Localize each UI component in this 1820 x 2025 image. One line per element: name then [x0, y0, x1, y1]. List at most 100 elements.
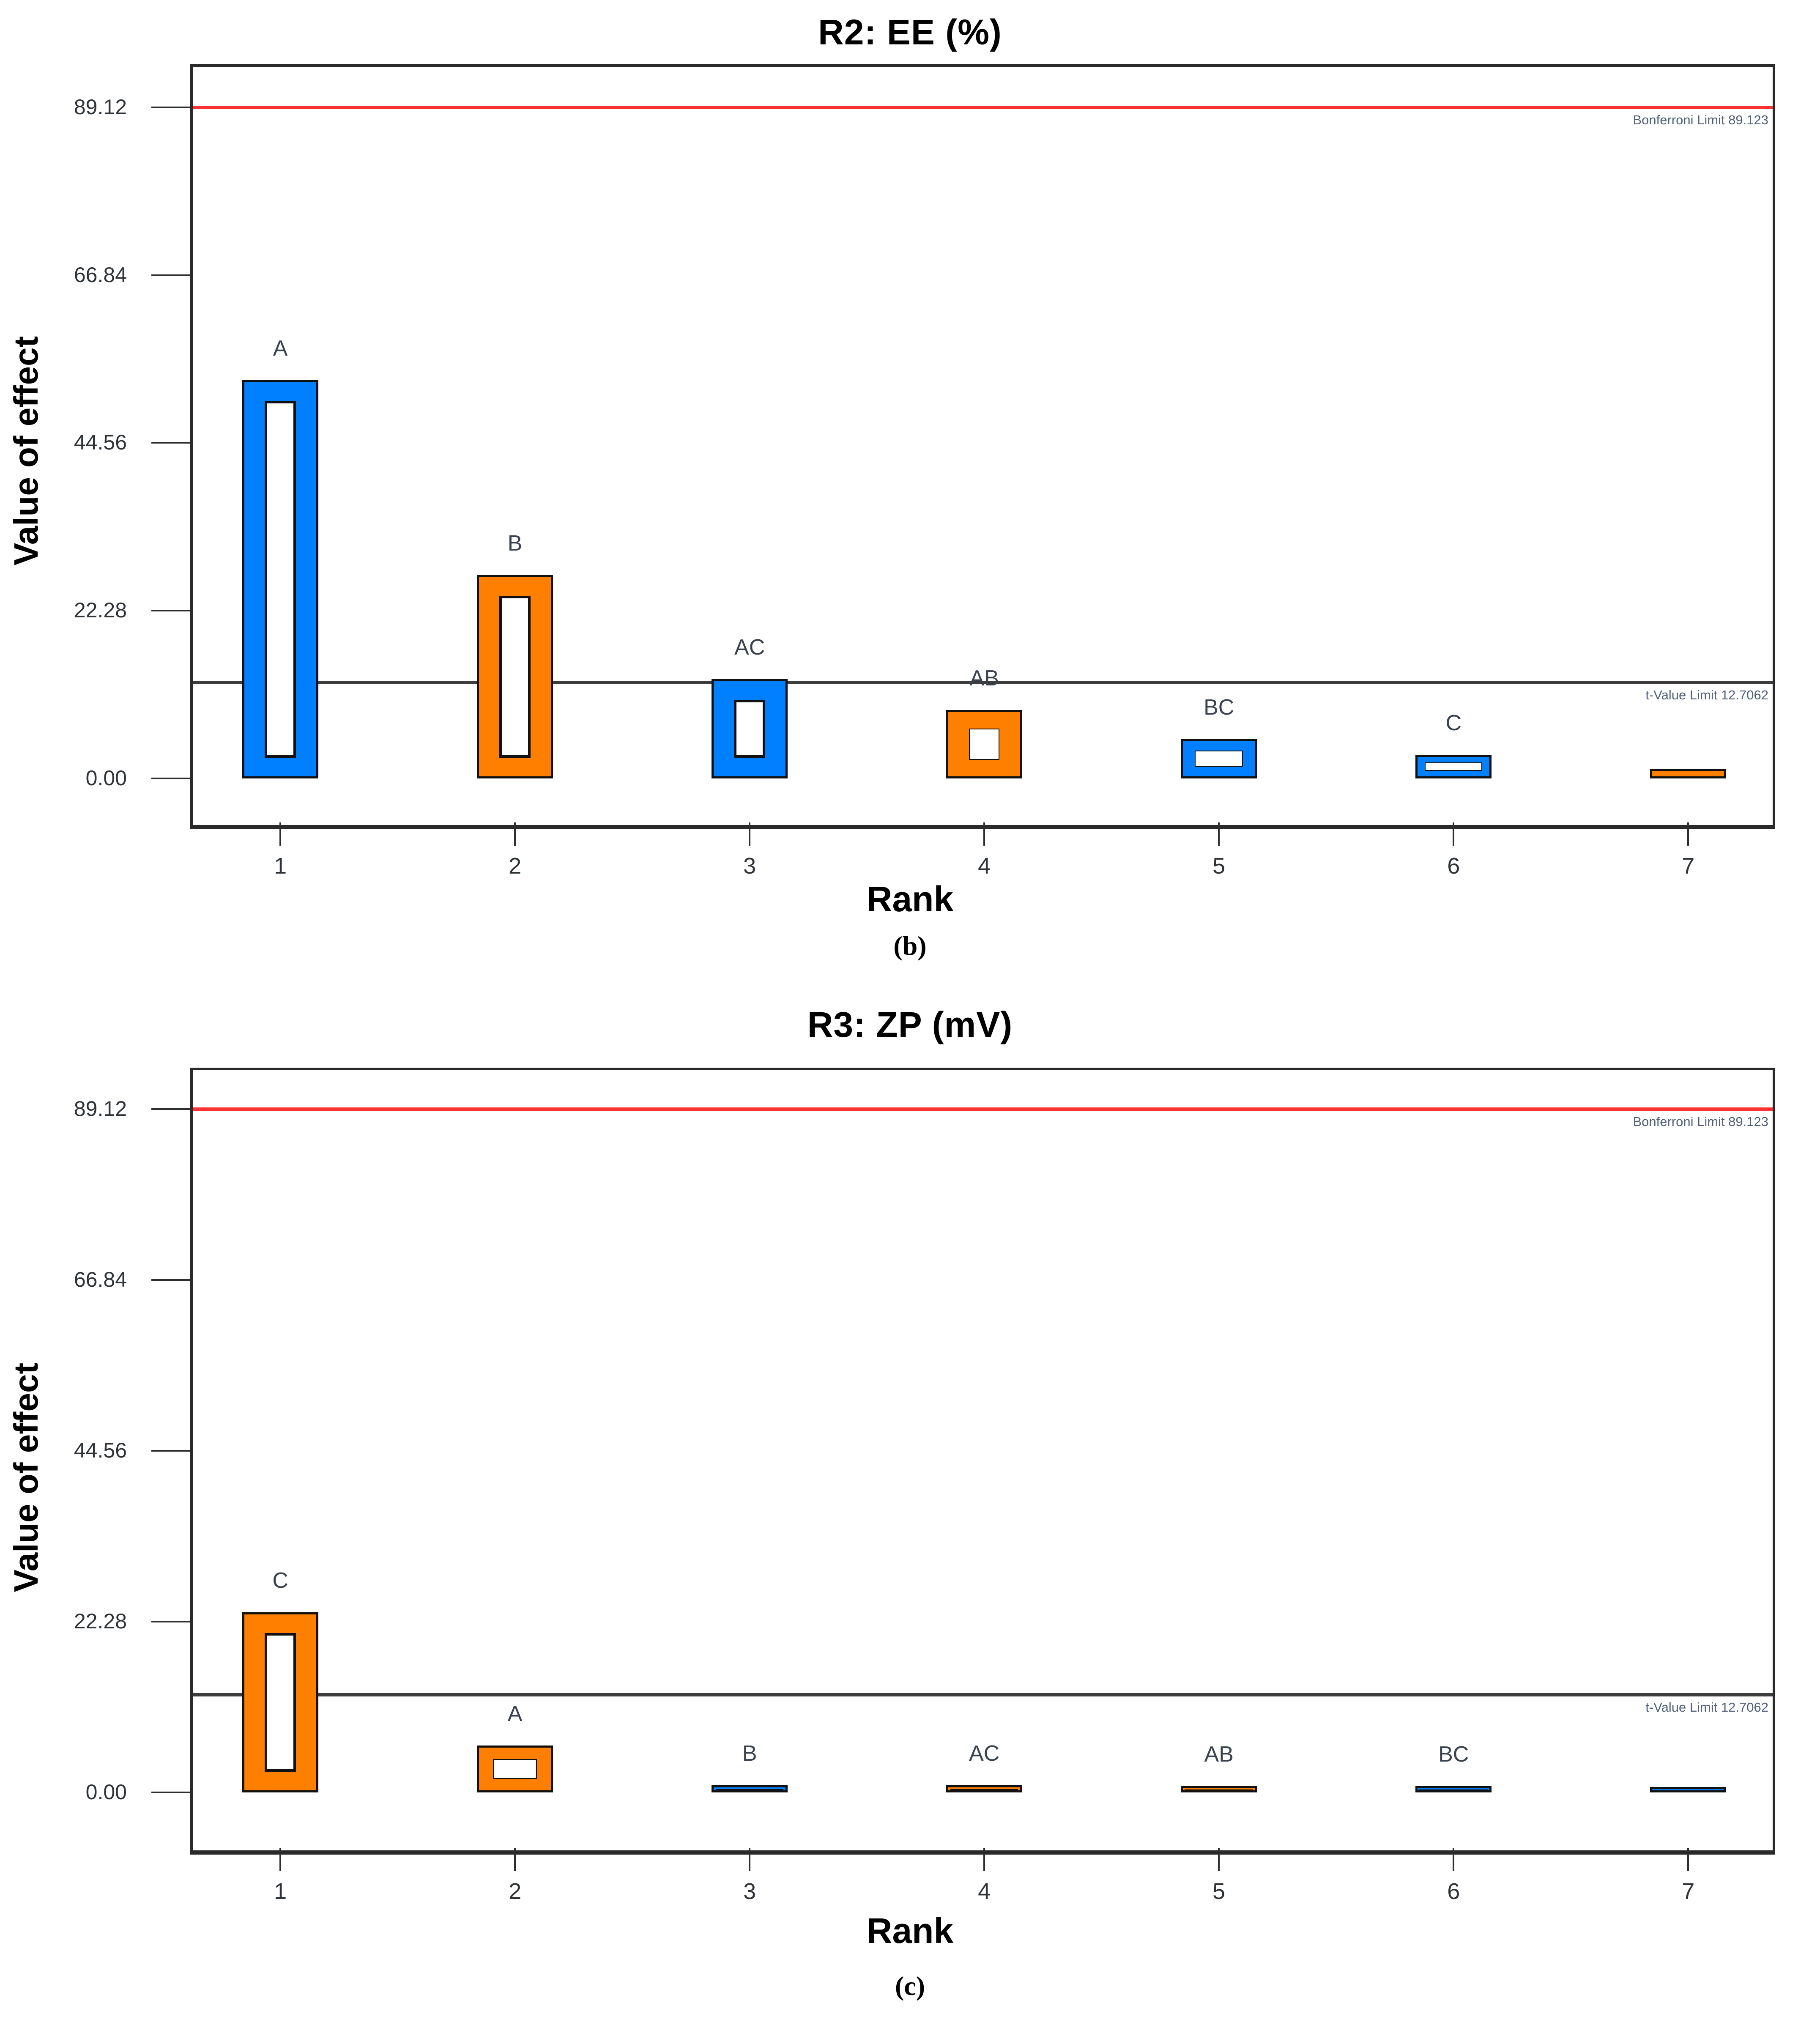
pareto-bar-center [265, 1633, 296, 1772]
bar-effect-label: B [507, 531, 523, 556]
y-axis-tick [151, 1450, 190, 1452]
y-axis-tick [151, 609, 190, 611]
y-axis-tick [151, 274, 190, 276]
pareto-bar-rank-6 [1415, 1786, 1492, 1792]
pareto-bar-rank-3 [712, 679, 788, 778]
pareto-bar-rank-4 [946, 710, 1023, 778]
x-axis-tick-label: 2 [509, 853, 522, 879]
chart-panel-c: R3: ZP (mV) Value of effect Bonferroni L… [0, 985, 1820, 2025]
y-axis-tick [151, 1791, 190, 1793]
pareto-bar-rank-2 [477, 575, 553, 778]
y-axis-tick-label: 44.56 [74, 1438, 127, 1462]
pareto-bar-center [493, 1759, 537, 1779]
y-axis-tick-label: 0.00 [85, 1780, 127, 1804]
x-axis-tick-label: 3 [743, 853, 756, 879]
pareto-bar-rank-1 [242, 1612, 319, 1792]
t-value-limit-line [193, 1693, 1773, 1697]
bar-effect-label: AC [969, 1741, 1000, 1766]
y-axis-tick-label: 22.28 [74, 598, 127, 622]
y-axis-tick-label: 0.00 [85, 766, 127, 790]
y-axis-label: Value of effect [7, 1362, 45, 1592]
x-axis-tick [983, 1848, 985, 1871]
x-axis-tick [514, 822, 516, 846]
x-axis-tick-label: 6 [1447, 853, 1460, 879]
bar-effect-label: B [742, 1741, 757, 1766]
bar-effect-label: AB [1204, 1742, 1234, 1767]
x-axis-tick-label: 6 [1447, 1879, 1460, 1904]
bar-effect-label: AB [969, 666, 999, 691]
y-axis-tick-label: 66.84 [74, 263, 127, 287]
x-axis-tick-label: 5 [1212, 853, 1226, 879]
chart-panel-b: R2: EE (%) Value of effect Bonferroni Li… [0, 0, 1820, 985]
panel-caption: (c) [895, 1971, 925, 2001]
x-axis-tick-label: 3 [743, 1879, 756, 1904]
y-axis-tick [151, 1108, 190, 1110]
x-axis-label: Rank [866, 879, 954, 919]
y-axis-tick [151, 106, 190, 108]
x-axis-tick [1687, 822, 1689, 846]
x-axis-tick [1453, 822, 1455, 846]
y-axis-tick [151, 442, 190, 444]
pareto-bar-center [1425, 762, 1483, 771]
panel-caption: (b) [893, 931, 927, 961]
pareto-bar-rank-3 [712, 1785, 788, 1792]
pareto-bar-rank-5 [1181, 739, 1257, 778]
chart-title: R2: EE (%) [818, 12, 1002, 52]
bar-effect-label: A [273, 336, 288, 361]
y-axis-tick-label: 44.56 [74, 430, 127, 455]
x-axis-tick-label: 5 [1212, 1879, 1226, 1904]
pareto-bar-center [716, 1789, 784, 1791]
x-axis-tick [749, 822, 751, 846]
bar-effect-label: BC [1204, 695, 1234, 720]
x-axis-tick-label: 1 [274, 853, 287, 879]
bar-effect-label: AC [734, 635, 765, 660]
chart-title: R3: ZP (mV) [807, 1005, 1013, 1044]
bar-effect-label: A [507, 1701, 523, 1726]
pareto-bar-rank-6 [1415, 755, 1492, 778]
bar-effect-label: BC [1438, 1742, 1469, 1767]
pareto-bar-center [734, 699, 766, 758]
x-axis-tick-label: 1 [274, 1879, 287, 1904]
pareto-bar-center [969, 728, 1000, 760]
y-axis-tick-label: 66.84 [74, 1267, 127, 1291]
x-axis-tick [279, 822, 282, 846]
pareto-bar-rank-5 [1181, 1786, 1257, 1792]
x-axis-tick [514, 1848, 516, 1871]
y-axis-tick-label: 89.12 [74, 1097, 127, 1121]
x-axis-tick-label: 7 [1682, 1879, 1695, 1904]
x-axis-tick-label: 4 [978, 1879, 991, 1904]
pareto-bar-rank-1 [242, 380, 319, 778]
x-axis-tick [1218, 1848, 1220, 1871]
pareto-bar-rank-4 [946, 1785, 1023, 1792]
x-axis-tick [1218, 822, 1220, 846]
bonferroni-limit-line [193, 105, 1773, 109]
pareto-bar-center [499, 595, 531, 758]
x-axis-tick [749, 1848, 751, 1871]
t-value-limit-line [193, 681, 1773, 685]
bar-effect-label: C [1445, 711, 1462, 736]
y-axis-tick-label: 89.12 [74, 95, 127, 119]
x-axis-tick-label: 7 [1682, 853, 1695, 879]
x-axis-tick [1687, 1848, 1689, 1871]
x-axis-tick [1453, 1848, 1455, 1871]
pareto-bar-center [1185, 1789, 1253, 1792]
bonferroni-limit-label: Bonferroni Limit 89.123 [1633, 112, 1768, 127]
x-axis-tick-label: 4 [978, 853, 991, 879]
pareto-bar-center [1419, 1789, 1488, 1792]
pareto-bar-center [950, 1789, 1018, 1791]
pareto-bar-rank-2 [477, 1745, 553, 1792]
pareto-bar-rank-7 [1650, 769, 1727, 778]
y-axis-tick-label: 22.28 [74, 1609, 127, 1633]
bonferroni-limit-line [193, 1107, 1773, 1111]
t-value-limit-label: t-Value Limit 12.7062 [1645, 1700, 1768, 1715]
x-axis-label: Rank [866, 1911, 954, 1951]
pareto-bar-center [265, 400, 296, 758]
plot-area: Bonferroni Limit 89.123 t-Value Limit 12.… [190, 64, 1775, 829]
pareto-bar-center [1195, 751, 1243, 767]
x-axis-tick-label: 2 [509, 1879, 522, 1904]
x-axis-tick [983, 822, 985, 846]
plot-area: Bonferroni Limit 89.123 t-Value Limit 12.… [190, 1068, 1775, 1855]
bonferroni-limit-label: Bonferroni Limit 89.123 [1633, 1114, 1768, 1129]
y-axis-tick [151, 1620, 190, 1622]
